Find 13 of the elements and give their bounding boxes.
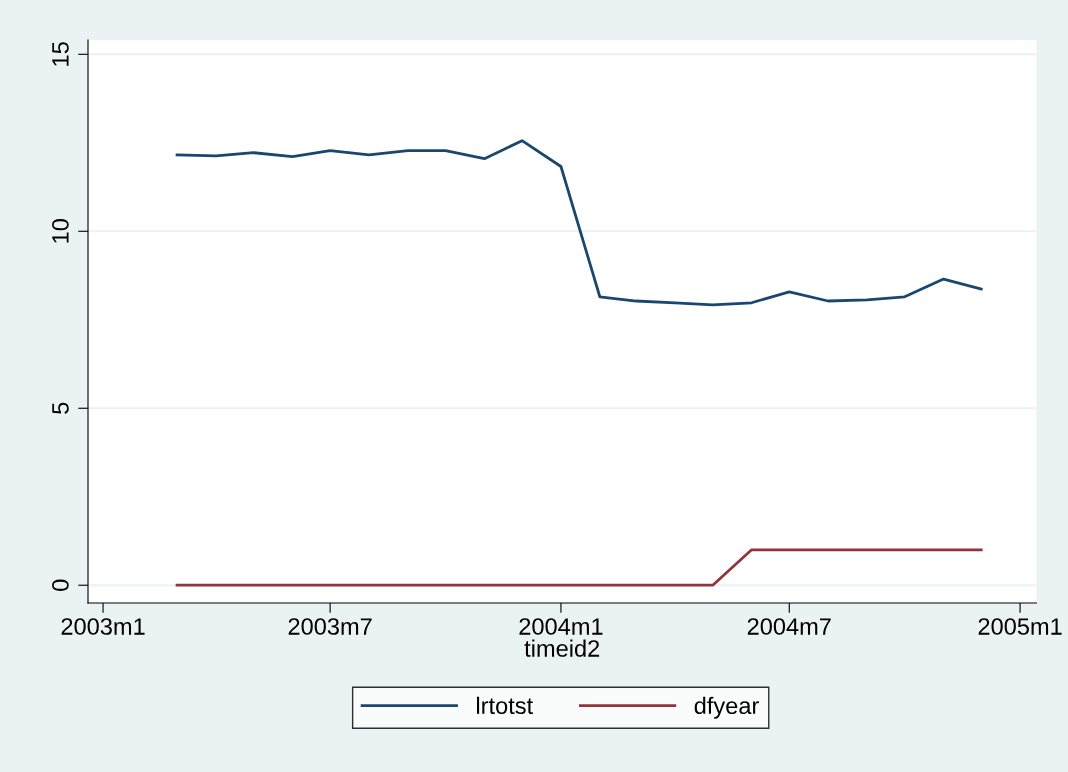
x-tick-label: 2005m1 [978,618,1062,635]
y-tick-label: 0 [52,579,69,591]
legend-label: dfyear [694,696,759,719]
y-tick-label: 15 [52,42,69,66]
y-tick-label: 5 [52,402,69,414]
x-tick-label: 2003m1 [61,618,145,635]
x-tick-label: 2003m7 [288,618,372,635]
legend-label: lrtotst [477,696,533,715]
x-tick-label: 2004m7 [747,618,831,635]
y-tick-label: 10 [52,219,69,243]
x-axis-title: timeid2 [524,639,600,657]
x-tick-label: 2004m1 [519,618,603,635]
line-series [175,139,983,307]
